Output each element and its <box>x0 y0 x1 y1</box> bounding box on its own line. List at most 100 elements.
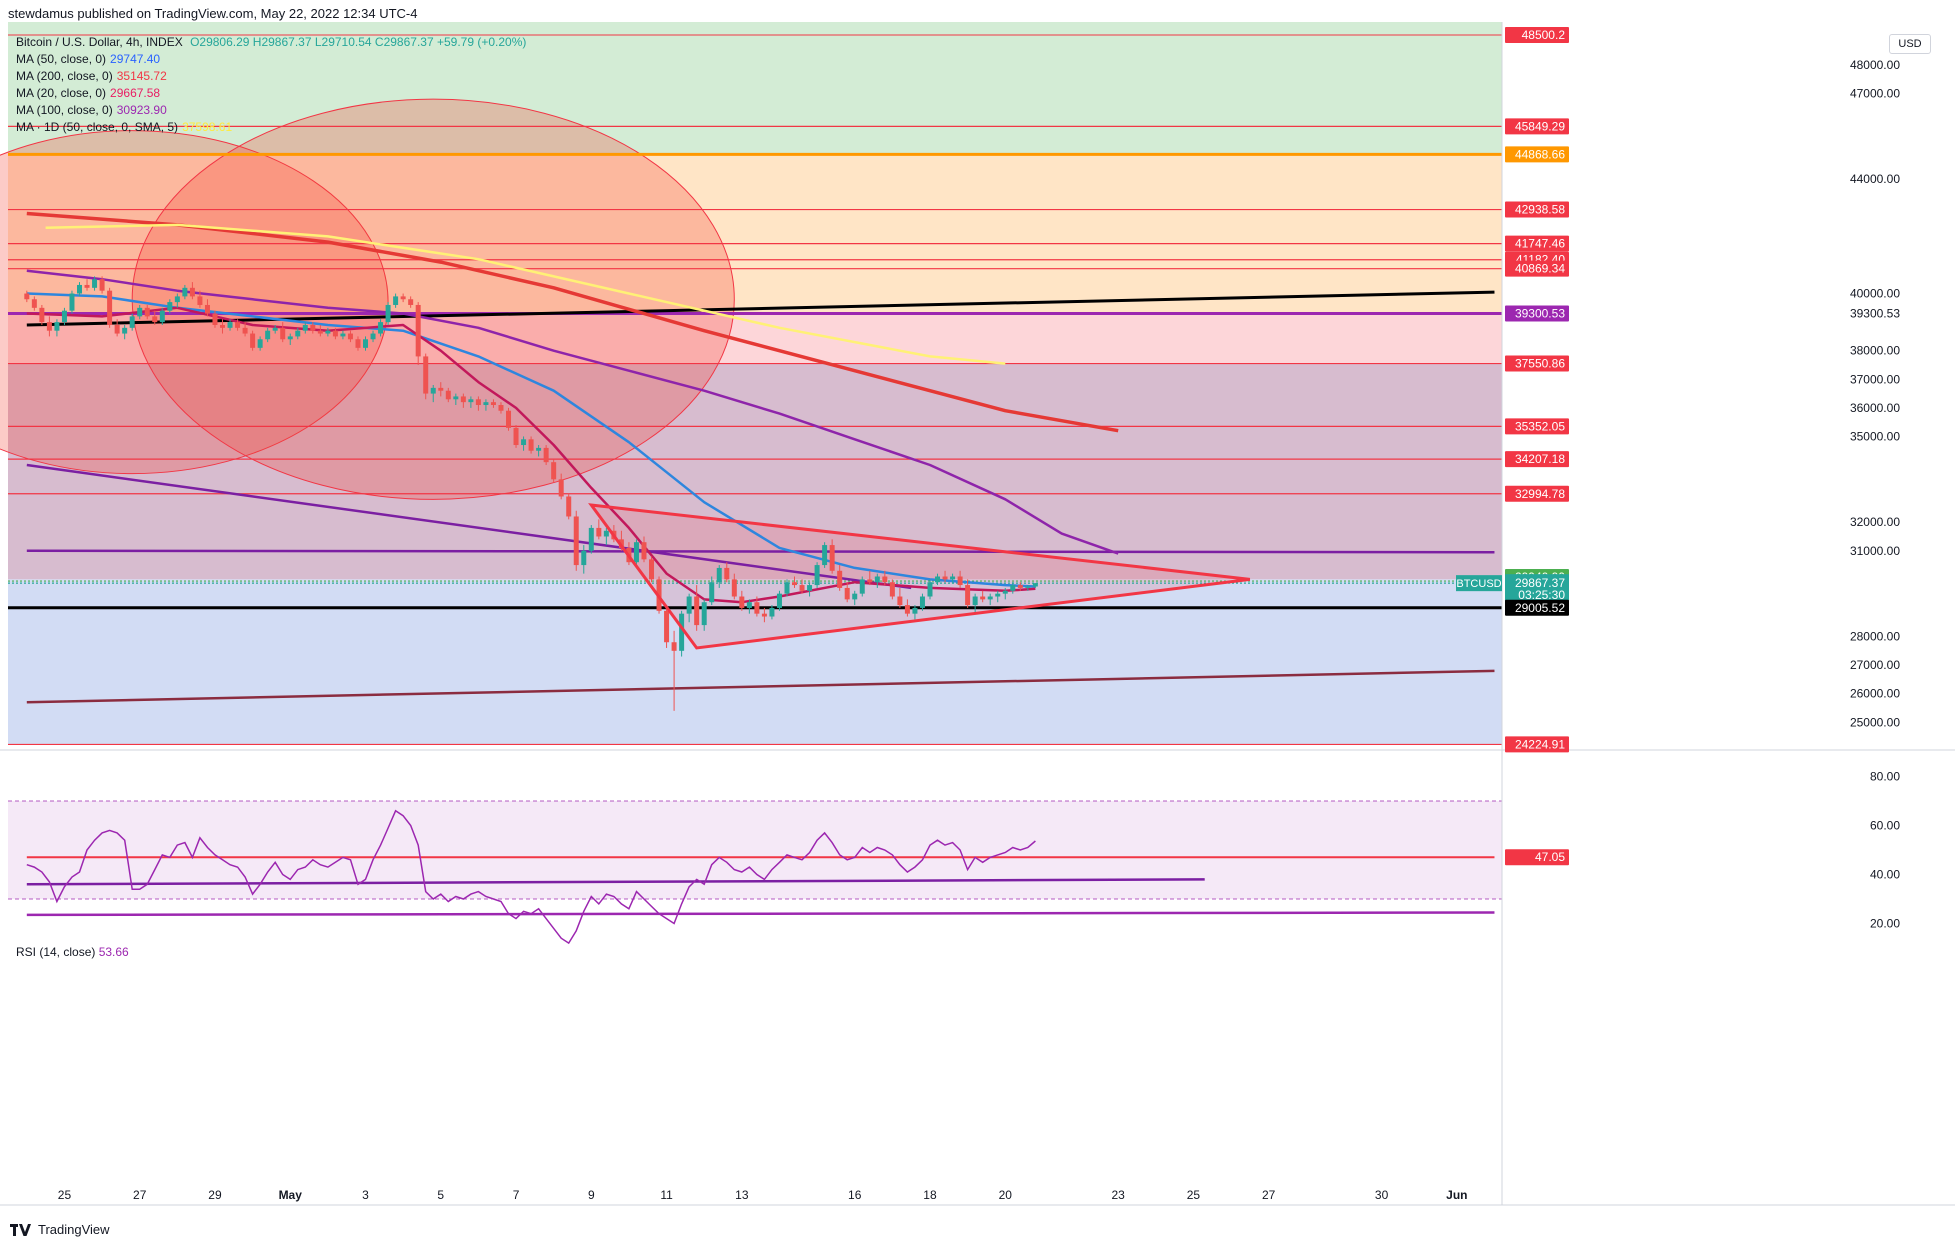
ma-legend-label: MA (100, close, 0) <box>16 103 113 117</box>
candle-body <box>822 545 828 566</box>
candle-body <box>686 596 692 614</box>
rsi-badge-text: 47.05 <box>1535 850 1565 864</box>
candle-body <box>430 387 436 394</box>
ma-legend-row: MA (100, close, 0) 30923.90 <box>16 102 530 119</box>
candle-body <box>31 299 37 308</box>
highlight-circle <box>131 98 735 500</box>
candle-body <box>182 287 188 297</box>
candle-body <box>24 293 30 300</box>
candle-body <box>1025 586 1031 588</box>
ma-line <box>45 223 1006 365</box>
candle-body <box>950 576 956 580</box>
candle-body <box>731 579 737 597</box>
candle-body <box>287 336 293 340</box>
trend-line <box>26 669 1495 704</box>
price-badge <box>1505 201 1569 218</box>
currency-button[interactable]: USD <box>1889 34 1931 54</box>
price-badge <box>1505 118 1569 135</box>
trend-line <box>26 463 912 590</box>
price-zone <box>8 363 1502 580</box>
candle-body <box>212 313 218 325</box>
candle-body <box>889 582 895 597</box>
candle-body <box>754 602 760 614</box>
rsi-trend-line <box>26 878 1205 886</box>
symbol-badge-text: BTCUSD <box>1456 578 1501 590</box>
candle-body <box>378 322 384 334</box>
candle-body <box>716 567 722 583</box>
time-tick-label: 27 <box>133 1188 147 1202</box>
price-tick-label: 38000.00 <box>1850 344 1900 358</box>
candle-body <box>107 290 113 325</box>
ma-line <box>26 269 1119 555</box>
rsi-legend: RSI (14, close) 53.66 <box>16 945 129 959</box>
ma-legend-list: MA (50, close, 0) 29747.40 MA (200, close,… <box>16 51 530 136</box>
ma-legend-label: MA · 1D (50, close, 0, SMA, 5) <box>16 120 179 134</box>
candle-body <box>957 576 963 586</box>
time-tick-label: 16 <box>848 1188 862 1202</box>
axes-layer: 48000.00 47000.00 44000.00 40000.00 39300.53… <box>0 22 1955 1206</box>
ma-legend-value: 29667.58 <box>110 86 161 100</box>
price-tick-label: 27000.00 <box>1850 658 1900 672</box>
price-badge-text: 37550.86 <box>1515 357 1565 371</box>
candle-body <box>558 479 564 497</box>
candle-body <box>39 307 45 323</box>
time-tick-label: May <box>279 1188 303 1202</box>
candle-body <box>189 287 195 297</box>
price-badge-text: 39300.53 <box>1515 307 1565 321</box>
price-tick-label: 39300.53 <box>1850 307 1900 321</box>
publisher-header: stewdamus published on TradingView.com, … <box>8 6 418 21</box>
ma-legend-value: 30923.90 <box>116 103 167 117</box>
time-tick-label: 3 <box>362 1188 369 1202</box>
price-badge <box>1505 355 1569 372</box>
price-badge <box>1505 27 1569 43</box>
candle-body <box>551 462 557 480</box>
candle-body <box>859 579 865 594</box>
ma-legend-row: MA · 1D (50, close, 0, SMA, 5) 37598.61 <box>16 119 530 136</box>
tradingview-logo-icon <box>10 1223 31 1236</box>
candle-body <box>129 316 135 328</box>
legend-ohlc: O29806.29 H29867.37 L29710.54 C29867.37 … <box>190 35 527 49</box>
candle-body <box>581 550 587 566</box>
price-tick-label: 40000.00 <box>1850 287 1900 301</box>
candle-body <box>498 405 504 411</box>
candle-body <box>317 330 323 334</box>
rsi-layer <box>0 749 1955 945</box>
candle-body <box>1002 590 1008 594</box>
candle-body <box>257 339 263 348</box>
candle-body <box>874 576 880 583</box>
footer-brand: TradingView <box>38 1222 110 1237</box>
ma-legend-value: 35145.72 <box>116 69 167 83</box>
symbol-badge <box>1456 575 1502 592</box>
price-badge <box>1505 599 1569 616</box>
time-tick-label: 27 <box>1262 1188 1276 1202</box>
price-tick-label: 48000.00 <box>1850 58 1900 72</box>
ma-line <box>26 211 1119 433</box>
candle-body <box>904 605 910 614</box>
candle-body <box>197 296 203 305</box>
candle-body <box>867 579 873 583</box>
ma-line <box>26 292 1036 588</box>
candle-body <box>174 296 180 303</box>
candle-body <box>543 447 549 463</box>
time-tick-label: 13 <box>735 1188 749 1202</box>
rsi-tick-label: 20.00 <box>1870 917 1900 931</box>
rsi-line <box>26 809 1036 945</box>
price-badge-text: 44868.66 <box>1515 147 1565 161</box>
candle-body <box>724 567 730 580</box>
price-tick-label: 26000.00 <box>1850 687 1900 701</box>
candle-body <box>980 596 986 600</box>
candle-body <box>400 296 406 300</box>
candle-body <box>1032 583 1038 587</box>
circle-layer <box>0 98 735 500</box>
ma-legend-row: MA (20, close, 0) 29667.58 <box>16 85 530 102</box>
chart-legend: Bitcoin / U.S. Dollar, 4h, INDEX O29806.… <box>16 34 530 136</box>
time-tick-label: 20 <box>999 1188 1013 1202</box>
candle-body <box>325 330 331 334</box>
candle-body <box>415 304 421 357</box>
candle-body <box>295 330 301 337</box>
horizontal-lines-layer <box>8 34 1502 746</box>
tradingview-footer[interactable]: TradingView <box>10 1222 110 1237</box>
candle-body <box>641 542 647 560</box>
price-badge <box>1505 485 1569 502</box>
